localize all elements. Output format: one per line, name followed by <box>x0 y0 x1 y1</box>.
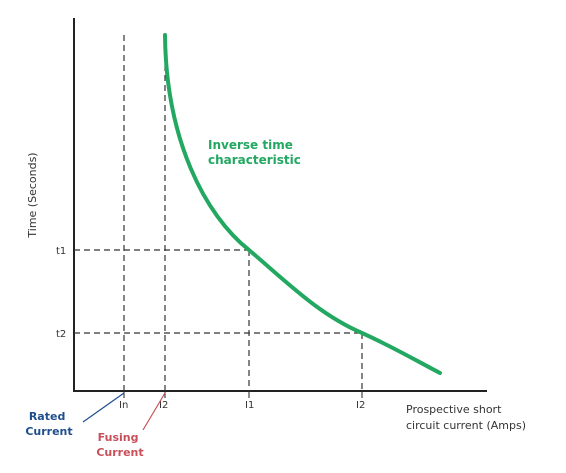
inverse-time-curve <box>163 33 442 375</box>
x-tick-in: In <box>119 400 128 411</box>
x-axis-tick-marks <box>123 391 363 398</box>
x-tick-i1: I1 <box>245 400 254 411</box>
fusing-current-pointer <box>142 392 166 431</box>
x-axis-label: Prospective short circuit current (Amps) <box>406 403 526 432</box>
fusing-current-label: Fusing Current <box>96 431 143 459</box>
x-tick-i2: I2 <box>356 400 365 411</box>
y-axis-label: Time (Seconds) <box>26 152 39 238</box>
dashed-guides <box>74 35 363 391</box>
y-tick-t2: t2 <box>56 329 66 340</box>
y-tick-t1: t1 <box>56 246 66 257</box>
curve-label: Inverse time characteristic <box>208 138 301 167</box>
x-tick-i2-fusing: I2 <box>159 400 168 411</box>
rated-current-pointer <box>82 392 125 423</box>
rated-current-label: Rated Current <box>25 410 72 438</box>
